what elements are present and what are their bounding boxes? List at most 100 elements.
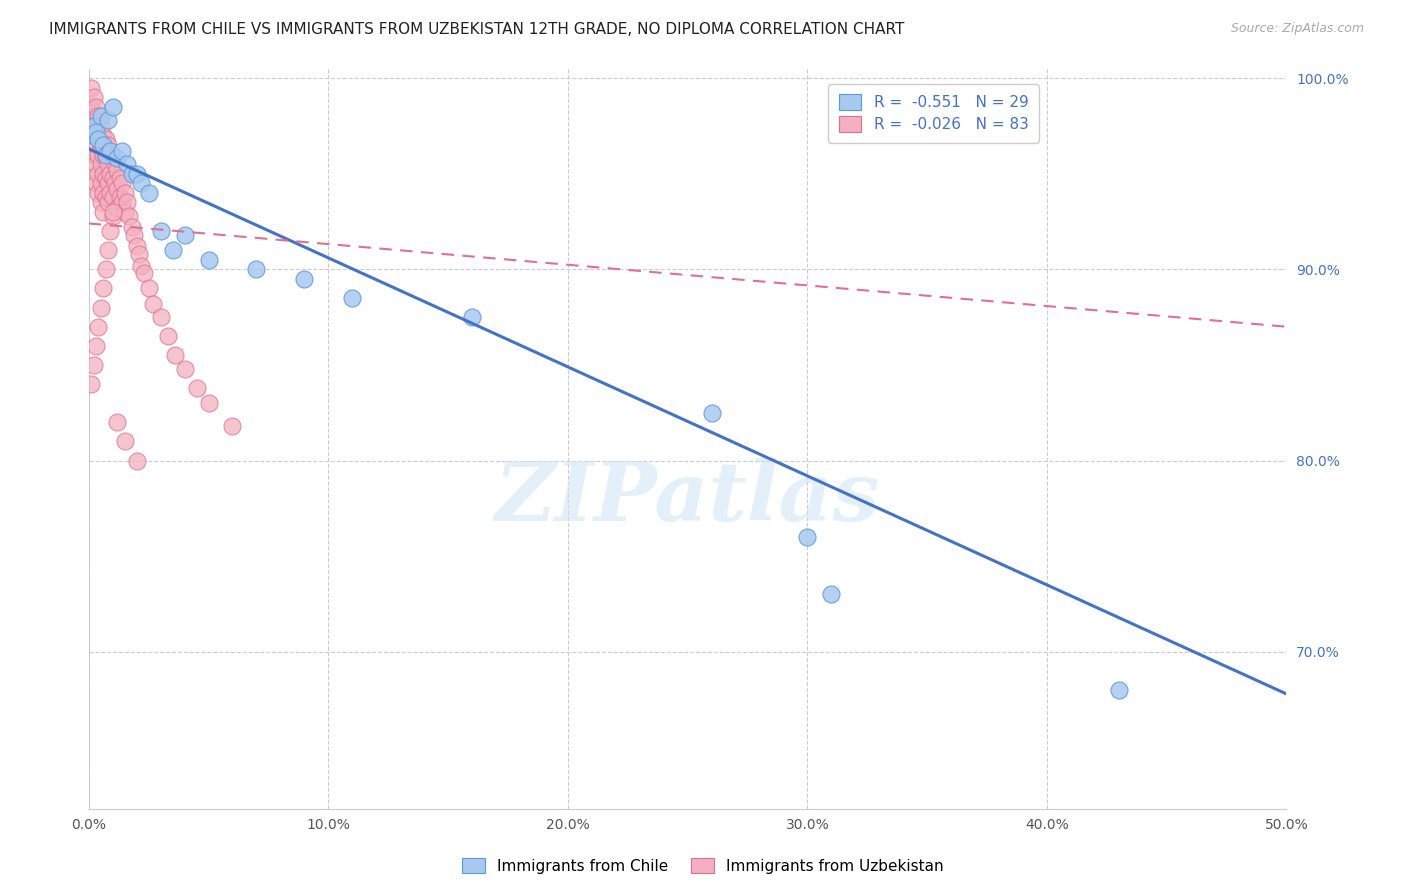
Point xyxy=(83,109,105,123)
Legend: Immigrants from Chile, Immigrants from Uzbekistan: Immigrants from Chile, Immigrants from U… xyxy=(456,852,950,880)
Point xyxy=(83,128,105,143)
Text: IMMIGRANTS FROM CHILE VS IMMIGRANTS FROM UZBEKISTAN 12TH GRADE, NO DIPLOMA CORRE: IMMIGRANTS FROM CHILE VS IMMIGRANTS FROM… xyxy=(49,22,904,37)
Point xyxy=(162,244,184,258)
Point xyxy=(83,147,105,161)
Point xyxy=(94,262,117,277)
Point xyxy=(820,587,842,601)
Point xyxy=(83,119,105,133)
Point xyxy=(292,272,315,286)
Point xyxy=(114,205,136,219)
Point xyxy=(90,301,112,315)
Point xyxy=(125,453,148,467)
Point xyxy=(186,381,208,395)
Point xyxy=(107,182,129,196)
Point xyxy=(163,348,186,362)
Point xyxy=(83,90,105,104)
Point xyxy=(111,176,134,190)
Point xyxy=(98,186,121,200)
Point xyxy=(101,152,124,166)
Point xyxy=(122,227,145,242)
Point xyxy=(80,80,103,95)
Point xyxy=(98,167,121,181)
Point xyxy=(107,152,129,166)
Point xyxy=(342,291,364,305)
Point xyxy=(94,189,117,203)
Point xyxy=(107,162,129,177)
Point xyxy=(84,125,107,139)
Point xyxy=(101,100,124,114)
Point xyxy=(461,310,484,325)
Point xyxy=(97,176,120,190)
Point xyxy=(90,176,112,190)
Point xyxy=(132,266,155,280)
Point xyxy=(97,113,120,128)
Point xyxy=(98,224,121,238)
Point xyxy=(84,119,107,133)
Point xyxy=(125,167,148,181)
Point xyxy=(98,147,121,161)
Point xyxy=(87,167,110,181)
Point xyxy=(101,205,124,219)
Point xyxy=(197,252,219,267)
Point xyxy=(80,119,103,133)
Point xyxy=(121,220,143,235)
Point xyxy=(125,239,148,253)
Point xyxy=(87,186,110,200)
Point xyxy=(796,530,818,544)
Point xyxy=(94,147,117,161)
Point xyxy=(245,262,267,277)
Point xyxy=(83,358,105,372)
Point xyxy=(80,100,103,114)
Point xyxy=(90,109,112,123)
Point xyxy=(111,195,134,210)
Point xyxy=(94,132,117,146)
Point xyxy=(97,157,120,171)
Point xyxy=(84,100,107,114)
Point xyxy=(128,247,150,261)
Point xyxy=(87,109,110,123)
Point xyxy=(1108,683,1130,698)
Point xyxy=(115,195,138,210)
Point xyxy=(221,419,243,434)
Point xyxy=(97,244,120,258)
Point xyxy=(197,396,219,410)
Point xyxy=(87,319,110,334)
Point xyxy=(118,209,141,223)
Point xyxy=(84,176,107,190)
Point xyxy=(90,195,112,210)
Point xyxy=(107,201,129,215)
Point xyxy=(91,147,114,161)
Point xyxy=(91,138,114,153)
Point xyxy=(108,189,131,203)
Text: ZIPatlas: ZIPatlas xyxy=(495,458,880,538)
Point xyxy=(84,339,107,353)
Point xyxy=(138,281,160,295)
Point xyxy=(97,138,120,153)
Point xyxy=(138,186,160,200)
Point xyxy=(101,209,124,223)
Point xyxy=(149,224,172,238)
Text: Source: ZipAtlas.com: Source: ZipAtlas.com xyxy=(1230,22,1364,36)
Point xyxy=(87,132,110,146)
Point xyxy=(90,119,112,133)
Point xyxy=(104,157,127,171)
Point xyxy=(121,167,143,181)
Legend: R =  -0.551   N = 29, R =  -0.026   N = 83: R = -0.551 N = 29, R = -0.026 N = 83 xyxy=(828,84,1039,143)
Point xyxy=(104,176,127,190)
Point xyxy=(84,138,107,153)
Point xyxy=(91,281,114,295)
Point xyxy=(173,227,195,242)
Point xyxy=(142,297,165,311)
Point xyxy=(80,377,103,392)
Point xyxy=(107,415,129,429)
Point xyxy=(91,167,114,181)
Point xyxy=(114,434,136,449)
Point xyxy=(156,329,179,343)
Point xyxy=(101,170,124,185)
Point xyxy=(149,310,172,325)
Point xyxy=(80,128,103,143)
Point xyxy=(91,205,114,219)
Point xyxy=(131,259,153,273)
Point xyxy=(90,157,112,171)
Point xyxy=(94,170,117,185)
